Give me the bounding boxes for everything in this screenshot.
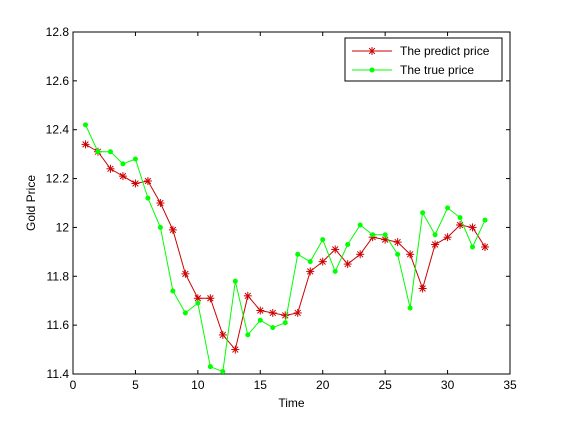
data-point-true <box>157 224 163 230</box>
x-axis: 0 5 10 15 20 25 30 35 <box>70 32 517 392</box>
data-point-predict <box>481 242 490 251</box>
data-point-predict <box>243 291 252 300</box>
y-tick-label: 12.4 <box>46 123 70 137</box>
data-point-predict <box>356 250 365 259</box>
y-tick-label: 12.6 <box>46 74 70 88</box>
data-point-true <box>432 232 438 238</box>
legend-label-predict: The predict price <box>400 44 490 58</box>
data-point-predict <box>468 223 477 232</box>
data-point-predict <box>81 140 90 149</box>
data-point-true <box>182 310 188 316</box>
series-layer <box>81 122 490 375</box>
data-point-true <box>95 149 101 155</box>
data-point-predict <box>443 233 452 242</box>
data-point-true <box>295 251 301 257</box>
data-point-true <box>195 300 201 306</box>
x-tick-label: 0 <box>70 378 77 392</box>
data-point-predict <box>393 238 402 247</box>
data-point-true <box>170 288 176 294</box>
data-point-predict <box>281 311 290 320</box>
data-point-true <box>257 317 263 323</box>
data-point-true <box>457 215 463 221</box>
legend-marker-symbol-true <box>369 67 375 73</box>
data-point-predict <box>156 199 165 207</box>
x-tick-label: 10 <box>191 378 205 392</box>
legend-marker-true <box>369 67 375 73</box>
data-point-true <box>320 237 326 243</box>
data-point-true <box>420 210 426 216</box>
legend-box <box>344 37 503 82</box>
data-point-true <box>445 205 451 211</box>
data-point-true <box>82 122 88 128</box>
data-point-true <box>395 251 401 257</box>
y-tick-label: 11.8 <box>47 269 70 283</box>
data-point-predict <box>406 250 415 259</box>
legend-marker-predict <box>368 47 376 55</box>
data-point-true <box>282 320 288 326</box>
plot-area <box>72 31 511 375</box>
y-tick-label: 12 <box>56 220 70 234</box>
data-point-true <box>107 149 113 155</box>
data-point-true <box>470 244 476 250</box>
data-point-predict <box>293 308 302 317</box>
data-point-predict <box>131 179 140 188</box>
data-point-predict <box>331 245 340 254</box>
legend-label-true: The true price <box>400 63 474 77</box>
y-axis-label: Gold Price <box>24 175 38 231</box>
data-point-predict <box>218 330 227 339</box>
data-point-true <box>370 232 376 238</box>
y-tick-label: 11.6 <box>47 318 70 332</box>
y-tick-label: 11.4 <box>47 367 70 381</box>
legend: The predict price The true price <box>344 37 503 82</box>
x-tick-label: 30 <box>441 378 455 392</box>
data-point-predict <box>106 164 115 173</box>
data-point-true <box>120 161 126 167</box>
x-tick-label: 25 <box>378 378 392 392</box>
x-tick-label: 15 <box>254 378 268 392</box>
data-point-predict <box>118 172 127 181</box>
legend-marker-symbol-predict <box>368 47 376 55</box>
x-axis-label: Time <box>278 396 305 410</box>
data-point-true <box>132 156 138 162</box>
x-tick-label: 35 <box>503 378 517 392</box>
data-point-predict <box>343 260 352 269</box>
data-point-true <box>332 268 338 274</box>
data-point-predict <box>306 267 315 276</box>
data-point-true <box>357 222 363 228</box>
data-point-predict <box>418 284 427 293</box>
data-point-true <box>145 195 151 201</box>
data-point-true <box>207 364 213 370</box>
data-point-predict <box>431 240 440 249</box>
x-tick-label: 20 <box>316 378 330 392</box>
data-point-predict <box>256 306 265 315</box>
y-tick-label: 12.2 <box>46 172 70 186</box>
data-point-true <box>245 332 251 338</box>
x-tick-label: 5 <box>132 378 139 392</box>
data-point-predict <box>318 257 327 266</box>
data-point-predict <box>206 294 215 303</box>
data-point-predict <box>168 225 177 234</box>
data-point-true <box>232 278 238 284</box>
data-point-true <box>482 217 488 223</box>
data-point-true <box>407 305 413 311</box>
data-point-true <box>382 232 388 238</box>
y-axis: 11.4 11.6 11.8 12 12.2 12.4 12.6 12.8 <box>46 25 510 381</box>
data-point-predict <box>181 269 190 278</box>
data-point-true <box>345 242 351 248</box>
data-point-predict <box>231 345 240 354</box>
data-point-true <box>307 259 313 265</box>
y-tick-label: 12.8 <box>46 25 70 39</box>
data-point-true <box>270 325 276 331</box>
data-point-predict <box>268 308 277 317</box>
data-point-true <box>220 369 226 375</box>
data-point-predict <box>143 177 152 186</box>
